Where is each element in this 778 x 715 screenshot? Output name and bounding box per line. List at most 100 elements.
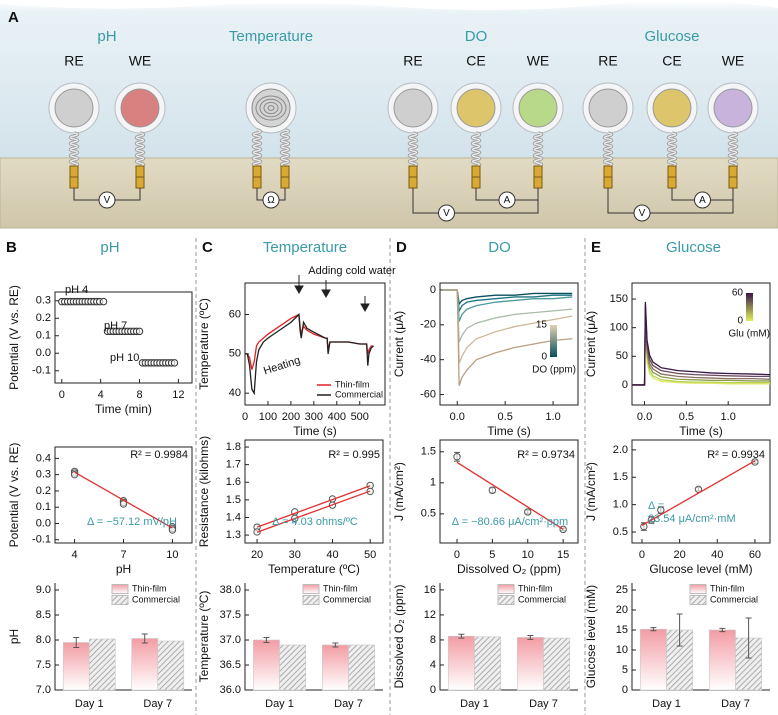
x-tick-label: Day 7 bbox=[143, 698, 172, 710]
sensor-coil bbox=[251, 88, 291, 128]
x-tick-label: 4 bbox=[72, 549, 78, 561]
meter-label: V bbox=[443, 208, 450, 219]
legend-label: Commercial bbox=[710, 594, 758, 604]
group-title: DO bbox=[465, 28, 488, 45]
panel-label: D bbox=[396, 239, 407, 256]
y-tick-label: 38.0 bbox=[220, 584, 241, 596]
legend-swatch bbox=[111, 595, 129, 605]
y-tick-label: 8.0 bbox=[36, 634, 51, 646]
x-tick-label: 400 bbox=[328, 411, 346, 423]
y-tick-label: 0.2 bbox=[36, 485, 51, 497]
y-axis-label: Temperature (ºC) bbox=[197, 298, 211, 390]
y-tick-label: 36.5 bbox=[220, 659, 241, 671]
y-tick-label: 50 bbox=[229, 348, 241, 360]
y-tick-label: 0.4 bbox=[36, 452, 51, 464]
legend-swatch bbox=[111, 584, 129, 594]
coil-turn bbox=[267, 105, 275, 111]
y-tick-label: 8 bbox=[430, 634, 436, 646]
colorbar-tick-label: 0 bbox=[737, 316, 743, 327]
x-tick-label: Day 1 bbox=[652, 698, 681, 710]
x-tick-label: 50 bbox=[364, 549, 376, 561]
y-axis-label: Current (μA) bbox=[584, 311, 598, 377]
meter bbox=[262, 191, 280, 209]
y-tick-label: 1.8 bbox=[226, 441, 241, 453]
error-bar bbox=[141, 633, 148, 644]
electrode bbox=[456, 88, 496, 128]
y-tick-label: 7.5 bbox=[36, 659, 51, 671]
bar bbox=[62, 642, 90, 691]
x-tick-label: Day 1 bbox=[460, 698, 489, 710]
event-arrows bbox=[294, 275, 370, 313]
y-tick-label: 1.5 bbox=[226, 494, 241, 506]
x-tick-label: 60 bbox=[749, 549, 761, 561]
series-line bbox=[442, 289, 573, 387]
y-axis-label: pH bbox=[7, 629, 21, 644]
meter-label: A bbox=[504, 195, 511, 206]
y-tick-label: 100 bbox=[610, 322, 628, 334]
wire bbox=[475, 188, 538, 201]
serpentine-inner bbox=[667, 132, 677, 167]
meter-label: V bbox=[104, 195, 111, 206]
plot-frame bbox=[439, 439, 579, 544]
electrode-label: CE bbox=[662, 53, 681, 69]
error-bar bbox=[676, 613, 683, 647]
bar bbox=[252, 639, 280, 691]
x-tick-label: 0.0 bbox=[637, 411, 652, 423]
electrode bbox=[120, 88, 160, 128]
colorbar-tick-label: 15 bbox=[536, 320, 548, 331]
bar bbox=[474, 636, 502, 691]
y-tick-label: 60 bbox=[229, 308, 241, 320]
x-tick-label: Day 7 bbox=[721, 698, 750, 710]
y-axis-label: Glucose level (mM) bbox=[584, 585, 598, 688]
y-axis-label: Current (μA) bbox=[392, 311, 406, 377]
annotation: Δ = −57.12 mV/pH bbox=[87, 516, 177, 528]
y-tick-label: 5 bbox=[622, 664, 628, 676]
x-tick-label: 20 bbox=[251, 549, 263, 561]
bar bbox=[321, 644, 349, 691]
legend-swatch bbox=[302, 584, 320, 594]
data-point bbox=[488, 486, 497, 494]
data-point bbox=[366, 481, 374, 490]
colorbar-label: Glu (mM) bbox=[728, 329, 770, 340]
bar bbox=[447, 635, 475, 691]
annotation: pH 4 bbox=[65, 284, 88, 296]
y-tick-label: 0 bbox=[622, 379, 628, 391]
x-tick-label: 30 bbox=[289, 549, 301, 561]
series-line bbox=[456, 461, 564, 530]
chart-title: pH bbox=[100, 239, 119, 256]
electrode-label: WE bbox=[129, 53, 152, 69]
y-tick-label: -0.1 bbox=[32, 365, 51, 377]
error-bar bbox=[745, 617, 752, 659]
legend-swatch bbox=[689, 595, 707, 605]
y-axis-label: Temperature (ºC) bbox=[197, 591, 211, 683]
y-tick-label: 1.5 bbox=[613, 471, 628, 483]
y-tick-label: 10 bbox=[616, 644, 628, 656]
y-tick-label: -20 bbox=[420, 319, 436, 331]
colorbar bbox=[746, 293, 753, 321]
group-title: Temperature bbox=[229, 28, 313, 45]
electrode bbox=[54, 88, 94, 128]
meter bbox=[498, 191, 516, 209]
y-tick-label: 0.1 bbox=[36, 330, 51, 342]
y-tick-label: -0.1 bbox=[32, 534, 51, 546]
x-tick-label: 0.5 bbox=[498, 411, 513, 423]
bar bbox=[639, 628, 667, 691]
group-title: pH bbox=[97, 28, 116, 45]
x-tick-label: 4 bbox=[98, 389, 104, 401]
bar bbox=[131, 638, 159, 691]
y-tick-label: 150 bbox=[610, 293, 628, 305]
x-tick-label: 200 bbox=[282, 411, 300, 423]
x-axis-label: Time (s) bbox=[293, 424, 337, 438]
colorbar-label: DO (ppm) bbox=[532, 365, 576, 376]
y-tick-label: 15 bbox=[616, 624, 628, 636]
y-tick-label: 0.2 bbox=[36, 312, 51, 324]
y-tick-label: 9.0 bbox=[36, 584, 51, 596]
x-tick-label: 300 bbox=[305, 411, 323, 423]
legend-label: Commercial bbox=[518, 594, 566, 604]
annotation: Δ = bbox=[648, 500, 664, 512]
legend-swatch bbox=[302, 595, 320, 605]
serpentine-inner bbox=[252, 129, 262, 167]
plot-frame bbox=[244, 282, 386, 406]
coil-turn bbox=[263, 101, 279, 115]
x-tick-label: 10 bbox=[166, 549, 178, 561]
